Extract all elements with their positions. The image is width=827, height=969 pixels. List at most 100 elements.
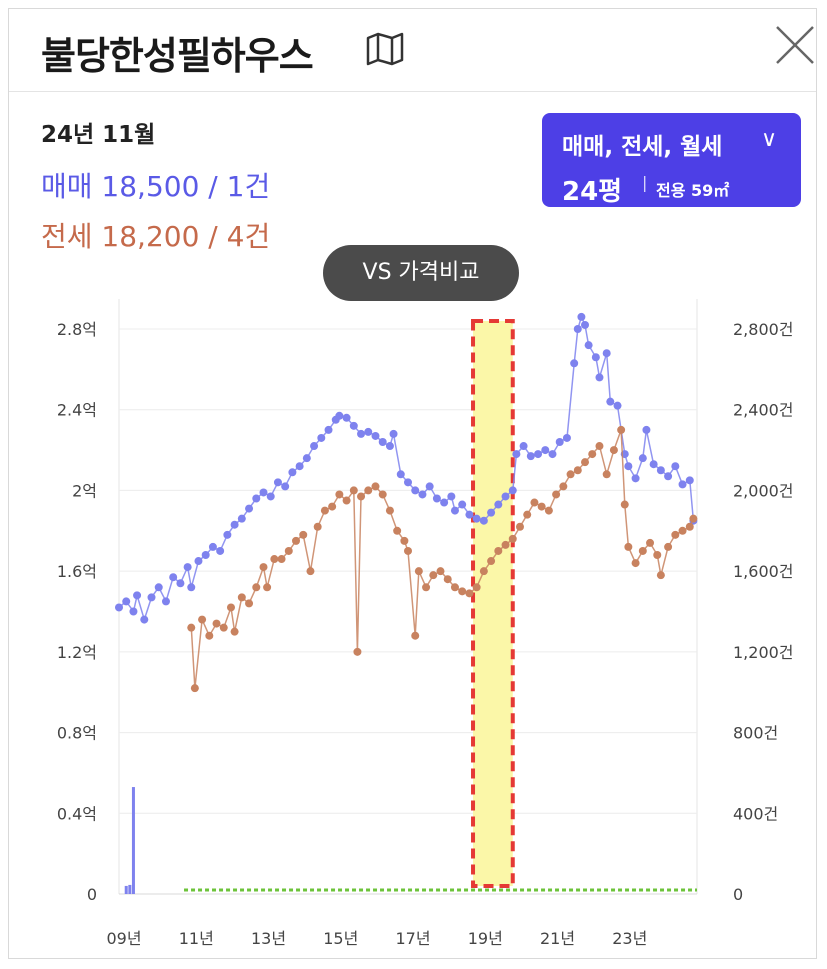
sale-price-point [602,349,611,358]
complex-price-panel: 불당한성필하우스 24년 11월 매매 18,500 / 1건 전세 18,20… [8,8,817,959]
jeonse-price-point [245,599,254,608]
jeonse-price-point [230,627,239,636]
jeonse-price-point [436,567,445,576]
sale-price-point [458,500,467,509]
vs-price-compare-button[interactable]: VS 가격비교 [323,245,519,301]
jeonse-price-point [678,526,687,535]
sale-price-point [371,431,380,440]
sale-price-point [115,603,123,612]
sale-price-point [573,325,582,333]
jeonse-price-point [443,575,452,584]
sale-price-point [418,490,427,499]
jeonse-price-point [631,559,640,568]
jeonse-price-summary: 전세 18,200 / 4건 [41,220,271,253]
jeonse-price-point [620,500,629,509]
jeonse-price-point [465,589,474,598]
sale-price-point [479,516,488,525]
jeonse-price-point [617,425,626,434]
jeonse-price-point [458,587,467,596]
sale-price-point [447,492,456,501]
sale-price-point [140,615,149,624]
jeonse-price-point [353,647,362,656]
jeonse-price-point [284,546,293,555]
jeonse-price-point [566,470,575,479]
sale-price-point [548,450,557,459]
jeonse-price-point [501,540,510,549]
pyeong-size-label: 24평 [562,177,623,207]
sale-price-point [577,312,586,321]
sale-price-point [685,476,694,485]
trade-type-filter-button[interactable]: 매매, 전세, 월세 ∨ 24평 | 전용 59㎡ [542,113,801,207]
sale-price-point [404,478,412,487]
sale-price-point [342,413,351,422]
sale-price-point [631,474,640,483]
jeonse-price-point [349,486,358,495]
map-icon[interactable] [365,31,405,67]
x-tick-label: 19년 [468,929,503,948]
volume-bar [128,884,132,894]
jeonse-price-point [638,546,647,555]
jeonse-price-point [190,684,199,693]
sale-price-point [154,583,163,592]
sale-price-point [541,446,550,455]
jeonse-price-point [414,567,423,576]
jeonse-price-point [385,506,394,515]
sale-price-point [671,462,680,471]
jeonse-price-point [364,486,373,495]
jeonse-price-point [411,631,420,640]
jeonse-price-point [393,526,402,535]
jeonse-price-point [656,571,665,580]
filter-separator: | [642,173,648,192]
jeonse-price-point [320,506,329,515]
sale-price-point [133,591,142,600]
sale-price-point [273,478,282,487]
jeonse-price-point [588,450,597,459]
sale-price-point [678,480,687,489]
sale-price-point [613,401,622,410]
jeonse-price-point [378,490,387,499]
jeonse-price-point [263,583,272,592]
sale-price-point [378,438,387,446]
jeonse-price-point [422,583,431,592]
sale-price-point [440,498,449,507]
sale-price-point [364,427,373,436]
jeonse-price-point [313,522,322,531]
jeonse-price-point [277,555,286,564]
sale-price-point [624,462,633,471]
x-tick-label: 13년 [251,929,286,948]
jeonse-price-point [259,563,268,572]
sale-price-point [349,421,358,430]
jeonse-price-point [523,510,532,519]
y-left-tick-label: 2.8억 [57,320,97,339]
sale-price-point [122,597,131,606]
jeonse-price-point [653,551,662,559]
sale-price-point [194,557,203,566]
y-right-tick-label: 1,600건 [733,562,794,581]
trade-types-label: 매매, 전세, 월세 [562,134,723,160]
y-left-tick-label: 2억 [72,481,97,500]
jeonse-price-point [581,458,590,467]
close-icon[interactable] [773,23,817,67]
sale-price-point [472,514,481,523]
volume-bar [131,787,135,894]
y-right-tick-label: 2,000건 [733,481,794,500]
x-tick-label: 11년 [179,929,214,948]
sale-price-point [259,488,268,497]
jeonse-price-point [552,490,561,499]
sale-price-point [642,425,651,434]
sale-price-point [129,607,138,616]
jeonse-price-point [429,571,438,580]
y-left-tick-label: 0 [87,885,97,904]
jeonse-price-line [190,429,695,689]
jeonse-price-point [299,530,308,539]
price-chart[interactable]: 0 0.4억 0.8억 1.2억 1.6억 2억 2.4억 2.8억 0 400건 800건 1,20… [9,9,816,958]
jeonse-price-point [328,502,337,511]
sale-price-point [317,433,326,442]
sale-price-point [562,433,571,442]
sale-price-point [595,373,604,382]
x-tick-label: 17년 [395,929,430,948]
x-tick-label: 23년 [612,929,647,948]
jeonse-price-point [219,623,228,632]
jeonse-price-point [664,542,673,551]
y-left-tick-label: 2.4억 [57,401,97,420]
